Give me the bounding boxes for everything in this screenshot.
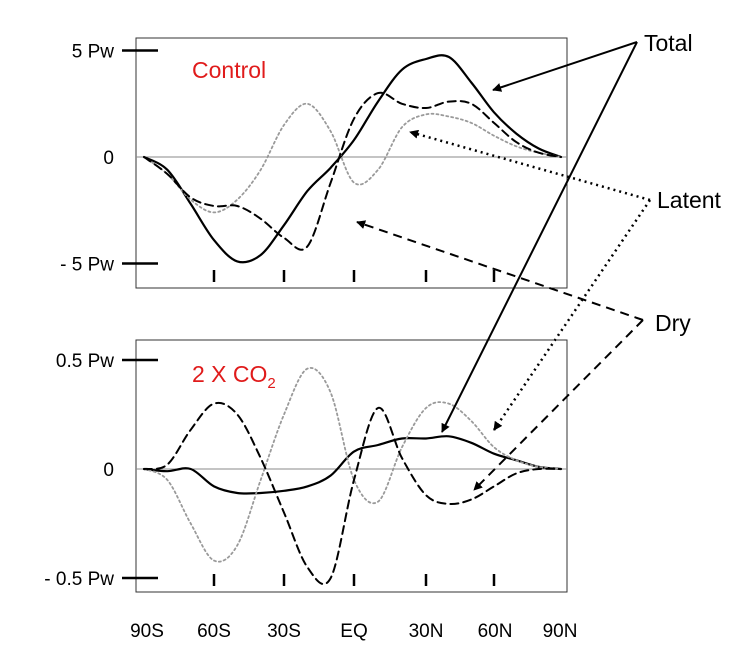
x-tick-label: 90S xyxy=(130,621,164,642)
panel-label-text: 2 X CO xyxy=(192,361,267,387)
series-line-dry xyxy=(143,401,562,585)
x-tick-label: 60S xyxy=(197,621,231,642)
legend-total: Total xyxy=(644,30,693,56)
x-tick-label: 30S xyxy=(267,621,301,642)
arrow-total-control xyxy=(492,41,638,92)
arrow-total-co2 xyxy=(441,41,638,433)
panel-2xco2: 2 X CO2 0.5 Pw 0 - 0.5 Pw xyxy=(44,339,568,593)
y-tick-label: 5 Pw xyxy=(72,42,115,63)
panel-label-subscript: 2 xyxy=(267,375,275,392)
series-line-total xyxy=(142,54,563,264)
panel-frame xyxy=(135,37,568,289)
panel-label-2xco2: 2 X CO2 xyxy=(192,361,276,392)
series-line-total xyxy=(142,435,563,495)
y-tick-label: - 0.5 Pw xyxy=(44,569,114,590)
panel-label-control: Control xyxy=(192,57,266,83)
series-line-latent xyxy=(143,102,562,214)
y-tick-label: 0 xyxy=(103,460,114,481)
x-tick-labels: 90S 60S 30S EQ 30N 60N 90N xyxy=(130,621,577,642)
legend-arrows xyxy=(356,41,652,491)
panel-control: Control 5 Pw 0 - 5 Pw xyxy=(60,37,568,289)
y-tick-label: 0.5 Pw xyxy=(56,351,114,372)
x-tick-label: 30N xyxy=(409,621,444,642)
x-tick-label: 90N xyxy=(543,621,578,642)
x-tick-label: EQ xyxy=(340,621,367,642)
legend-dry: Dry xyxy=(655,310,691,336)
arrow-dry-co2 xyxy=(473,319,644,491)
arrow-latent-co2 xyxy=(492,199,652,431)
legend-latent: Latent xyxy=(657,187,722,213)
arrow-dry-control xyxy=(356,220,644,321)
x-tick-label: 60N xyxy=(478,621,513,642)
panel-frame xyxy=(135,339,568,593)
y-tick-label: - 5 Pw xyxy=(60,255,114,276)
series-line-dry xyxy=(143,91,562,251)
y-tick-label: 0 xyxy=(103,148,114,169)
series-line-latent xyxy=(143,367,562,563)
